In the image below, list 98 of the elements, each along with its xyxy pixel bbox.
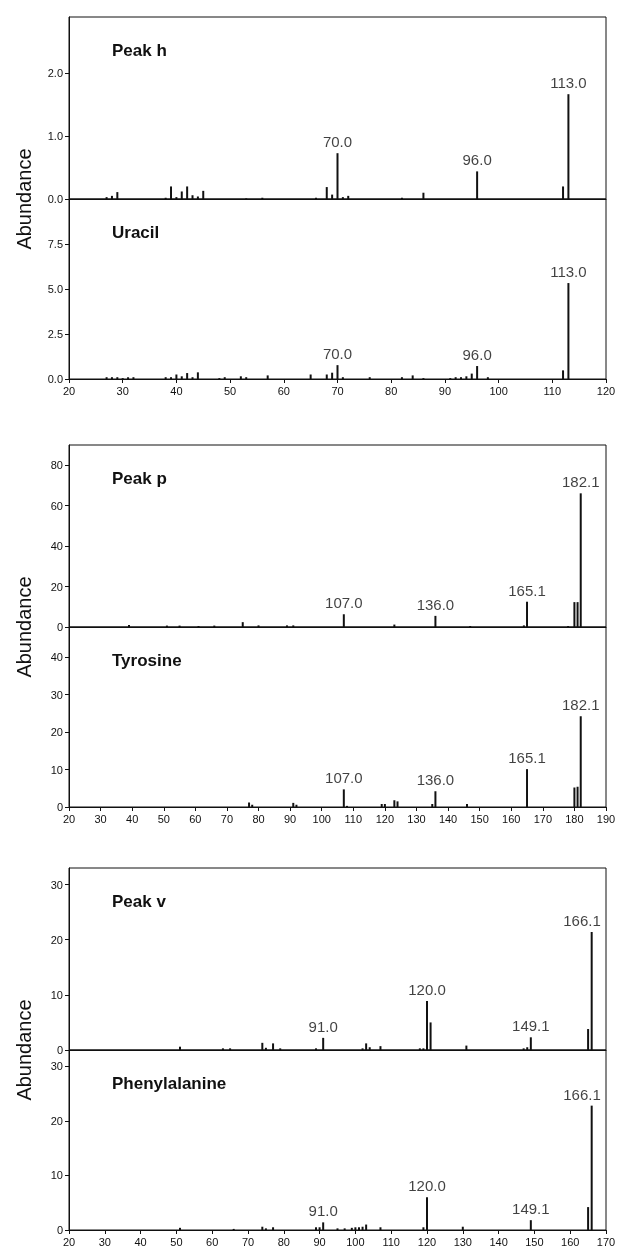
x-tick-label: 70 bbox=[220, 812, 234, 825]
x-tick-label: 40 bbox=[170, 384, 183, 397]
x-tick-label: 110 bbox=[543, 384, 562, 397]
x-tick-label: 170 bbox=[533, 812, 552, 825]
x-tick-label: 90 bbox=[438, 384, 452, 397]
x-tick-label: 140 bbox=[489, 1235, 508, 1248]
x-tick-label: 70 bbox=[241, 1235, 255, 1248]
x-tick-label: 80 bbox=[385, 384, 398, 397]
x-tick-label: 180 bbox=[565, 812, 584, 825]
text: Peak p bbox=[112, 469, 167, 488]
x-tick-label: 160 bbox=[561, 1235, 580, 1248]
y-tick-label: 40 bbox=[50, 540, 63, 553]
annotation: 149.1 bbox=[512, 1017, 550, 1035]
y-tick-label: 1.0 bbox=[47, 130, 63, 143]
annotation: 165.1 bbox=[508, 581, 546, 599]
annotation: 166.1 bbox=[563, 1085, 601, 1103]
x-tick-label: 110 bbox=[344, 812, 363, 825]
y-tick-label: 80 bbox=[50, 459, 63, 472]
y-axis-title: Abundance bbox=[12, 576, 36, 678]
x-tick-label: 190 bbox=[596, 812, 616, 825]
annotation: 91.0 bbox=[308, 1202, 338, 1220]
text: Peak v bbox=[112, 892, 167, 911]
x-tick-label: 80 bbox=[277, 1235, 290, 1248]
text: Peak h bbox=[112, 41, 167, 60]
annotation: 113.0 bbox=[550, 74, 587, 92]
y-tick-label: 20 bbox=[50, 1114, 63, 1127]
annotation: 166.1 bbox=[563, 911, 601, 929]
x-tick-label: 70 bbox=[331, 384, 344, 397]
annotation: 107.0 bbox=[325, 594, 363, 612]
annotation: 107.0 bbox=[325, 769, 363, 787]
y-axis-title: Abundance bbox=[12, 999, 36, 1101]
y-tick-label: 5.0 bbox=[47, 283, 63, 295]
x-tick-label: 150 bbox=[525, 1235, 544, 1248]
text: Uracil bbox=[112, 223, 160, 242]
x-tick-label: 30 bbox=[116, 384, 129, 397]
x-tick-label: 170 bbox=[596, 1235, 616, 1248]
x-tick-label: 60 bbox=[206, 1235, 219, 1248]
x-tick-label: 80 bbox=[252, 812, 265, 825]
y-tick-label: 30 bbox=[50, 688, 63, 701]
annotation: 182.1 bbox=[561, 473, 600, 491]
y-tick-label: 0 bbox=[56, 1224, 63, 1236]
x-tick-label: 40 bbox=[126, 812, 139, 825]
x-tick-label: 140 bbox=[438, 812, 458, 825]
y-tick-label: 20 bbox=[50, 726, 63, 738]
annotation: 96.0 bbox=[462, 151, 492, 169]
x-tick-label: 40 bbox=[134, 1235, 147, 1248]
y-tick-label: 0 bbox=[56, 801, 63, 813]
y-tick-label: 60 bbox=[50, 499, 63, 512]
x-tick-label: 120 bbox=[596, 384, 616, 397]
y-tick-label: 10 bbox=[50, 1169, 63, 1182]
text: Phenylalanine bbox=[112, 1074, 227, 1093]
x-tick-label: 90 bbox=[313, 1235, 326, 1248]
y-tick-label: 30 bbox=[50, 1060, 63, 1073]
annotation: 96.0 bbox=[462, 346, 492, 364]
x-tick-label: 100 bbox=[346, 1235, 365, 1248]
x-tick-label: 60 bbox=[277, 384, 290, 397]
annotation: 165.1 bbox=[508, 749, 546, 767]
x-tick-label: 120 bbox=[417, 1235, 437, 1248]
annotation: 120.0 bbox=[408, 980, 446, 998]
x-tick-label: 100 bbox=[312, 812, 331, 825]
y-tick-label: 20 bbox=[50, 933, 63, 946]
x-tick-label: 160 bbox=[502, 812, 521, 825]
y-axis-title: Abundance bbox=[12, 148, 36, 250]
y-tick-label: 10 bbox=[50, 988, 63, 1001]
x-tick-label: 50 bbox=[170, 1235, 183, 1248]
y-tick-label: 7.5 bbox=[47, 238, 63, 250]
x-tick-label: 30 bbox=[94, 812, 107, 825]
y-tick-label: 0.0 bbox=[47, 373, 63, 385]
text: Tyrosine bbox=[112, 651, 182, 670]
x-tick-label: 50 bbox=[157, 812, 170, 825]
y-tick-label: 0.0 bbox=[47, 193, 63, 205]
annotation: 70.0 bbox=[322, 133, 353, 151]
annotation: 113.0 bbox=[550, 263, 587, 281]
y-tick-label: 0 bbox=[56, 1044, 63, 1056]
x-tick-label: 90 bbox=[283, 812, 297, 825]
x-tick-label: 50 bbox=[223, 384, 237, 397]
annotation: 120.0 bbox=[408, 1177, 446, 1195]
x-tick-label: 120 bbox=[375, 812, 395, 825]
y-tick-label: 2.5 bbox=[47, 328, 63, 340]
annotation: 70.0 bbox=[322, 345, 353, 363]
y-tick-label: 2.0 bbox=[47, 67, 63, 80]
y-tick-label: 20 bbox=[50, 580, 63, 593]
y-tick-label: 40 bbox=[50, 651, 63, 663]
annotation: 91.0 bbox=[308, 1017, 338, 1035]
x-tick-label: 110 bbox=[382, 1235, 400, 1248]
annotation: 136.0 bbox=[416, 771, 455, 789]
x-tick-label: 130 bbox=[453, 1235, 472, 1248]
annotation: 149.1 bbox=[512, 1200, 550, 1218]
y-tick-label: 30 bbox=[50, 878, 63, 891]
x-tick-label: 60 bbox=[189, 812, 202, 825]
x-tick-label: 150 bbox=[470, 812, 489, 825]
y-tick-label: 0 bbox=[56, 621, 63, 633]
y-tick-label: 10 bbox=[50, 763, 63, 776]
annotation: 136.0 bbox=[416, 595, 455, 613]
x-tick-label: 100 bbox=[489, 384, 508, 397]
annotation: 182.1 bbox=[561, 696, 600, 714]
x-tick-label: 130 bbox=[407, 812, 426, 825]
x-tick-label: 30 bbox=[98, 1235, 111, 1248]
